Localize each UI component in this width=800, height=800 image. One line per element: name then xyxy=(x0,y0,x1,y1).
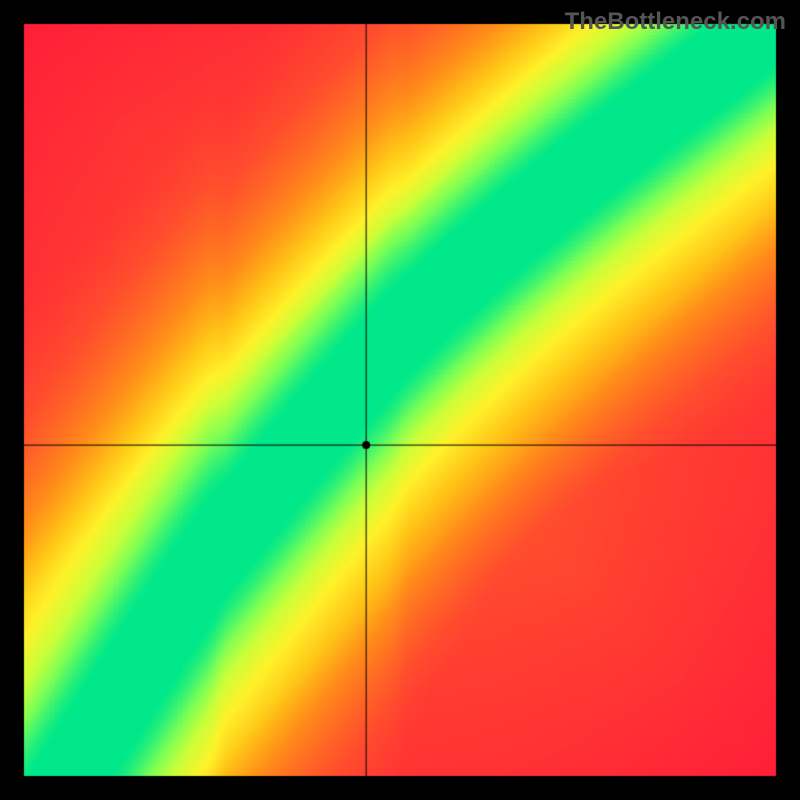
watermark-text: TheBottleneck.com xyxy=(565,8,786,36)
bottleneck-heatmap xyxy=(0,0,800,800)
chart-container: TheBottleneck.com xyxy=(0,0,800,800)
